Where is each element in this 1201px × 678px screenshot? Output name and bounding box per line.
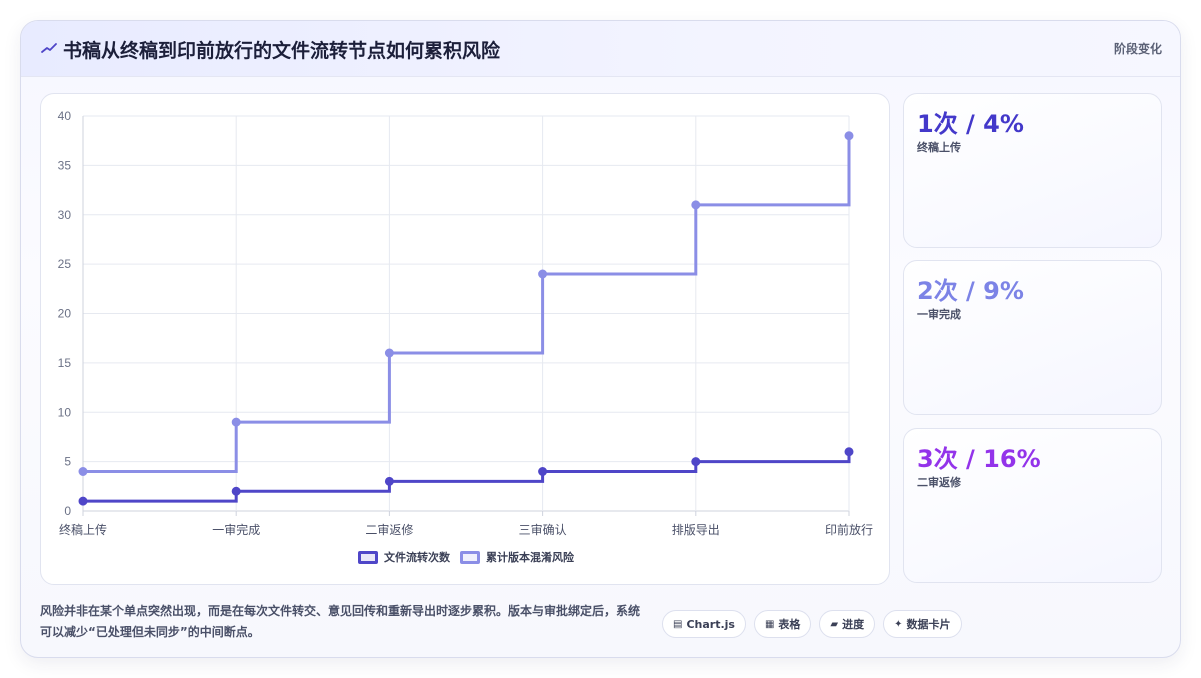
- data-point-risk: [78, 467, 88, 476]
- y-tick-label: 20: [58, 307, 72, 321]
- x-tick-label: 印前放行: [825, 522, 873, 537]
- stat-value: 1次 / 4%: [917, 110, 1024, 138]
- table-icon: ▦: [764, 618, 775, 630]
- y-tick-label: 5: [64, 455, 71, 469]
- y-tick-label: 25: [58, 257, 72, 271]
- data-point-risk: [538, 269, 548, 279]
- x-tick-label: 排版导出: [672, 523, 720, 537]
- stat-card-2: 2次 / 9% 一审完成: [903, 260, 1162, 415]
- data-point-risk: [844, 131, 854, 141]
- stat-card-3: 3次 / 16% 二审返修: [903, 428, 1162, 583]
- page-title: 书稿从终稿到印前放行的文件流转节点如何累积风险: [63, 40, 501, 62]
- stat-label: 一审完成: [917, 308, 961, 321]
- chart-panel: 0 5 10 15 20 25 30 35 40 终稿上传 一审完成 二审返修 三审确认 排版导出 印前放行…: [40, 93, 890, 585]
- legend-swatch-risk: [460, 550, 480, 564]
- trend-icon: [41, 43, 57, 53]
- chip-data-cards[interactable]: ✦ 数据卡片: [883, 610, 962, 638]
- chip-progress[interactable]: ▰ 进度: [819, 610, 876, 638]
- series-line-transfers: [83, 451, 851, 503]
- data-point-transfers: [231, 486, 241, 496]
- chart-icon: ▤: [673, 618, 683, 630]
- legend-label-risk: 累计版本混淆风险: [486, 551, 574, 564]
- step-line-chart: 0 5 10 15 20 25 30 35 40 终稿上传 一审完成 二审返修 三审确认 排版导出 印前放行: [58, 109, 873, 537]
- chip-row: ▤ Chart.js ▦ 表格 ▰ 进度 ✦ 数据卡片: [662, 610, 962, 638]
- legend-item-transfers[interactable]: 文件流转次数: [358, 549, 450, 565]
- footnote-text: 风险并非在某个单点突然出现，而是在每次文件转交、意见回传和重新导出时逐步累积。版…: [40, 604, 641, 639]
- y-tick-label: 40: [58, 109, 72, 123]
- y-tick-label: 35: [58, 158, 72, 172]
- chip-chartjs[interactable]: ▤ Chart.js: [662, 610, 746, 638]
- progress-icon: ▰: [830, 618, 839, 630]
- y-tick-label: 10: [58, 405, 72, 419]
- data-point-transfers: [384, 476, 394, 486]
- stat-label: 终稿上传: [917, 141, 961, 154]
- stat-value: 3次 / 16%: [917, 445, 1041, 473]
- series-line-risk: [83, 135, 851, 473]
- y-tick-label: 0: [64, 504, 71, 518]
- legend-item-risk[interactable]: 累计版本混淆风险: [460, 549, 574, 565]
- stat-card-1: 1次 / 4% 终稿上传: [903, 93, 1162, 248]
- stat-label: 二审返修: [917, 476, 961, 489]
- data-point-transfers: [844, 447, 854, 457]
- chart-legend: 文件流转次数 累计版本混淆风险: [41, 548, 891, 566]
- x-tick-label: 一审完成: [212, 522, 260, 537]
- chip-label: 数据卡片: [906, 618, 951, 631]
- data-point-risk: [384, 348, 394, 358]
- chip-table[interactable]: ▦ 表格: [753, 610, 812, 638]
- y-tick-label: 30: [58, 208, 72, 222]
- x-tick-label: 终稿上传: [59, 522, 107, 537]
- report-card: 书稿从终稿到印前放行的文件流转节点如何累积风险 阶段变化 0 5 10 15 20 25 3…: [20, 20, 1181, 658]
- x-tick-label: 二审返修: [365, 522, 413, 537]
- card-header: 书稿从终稿到印前放行的文件流转节点如何累积风险 阶段变化: [21, 21, 1180, 77]
- chip-label: Chart.js: [686, 617, 735, 631]
- chip-label: 表格: [778, 618, 801, 631]
- y-tick-label: 15: [58, 356, 72, 370]
- stage-change-tag: 阶段变化: [1113, 42, 1162, 56]
- legend-label-transfers: 文件流转次数: [384, 551, 450, 564]
- legend-swatch-transfers: [358, 550, 378, 564]
- x-tick-label: 三审确认: [519, 522, 567, 537]
- chip-label: 进度: [842, 618, 865, 631]
- data-point-transfers: [538, 467, 548, 476]
- data-point-transfers: [78, 496, 88, 506]
- sparkle-icon: ✦: [894, 618, 903, 630]
- stat-value: 2次 / 9%: [917, 277, 1024, 305]
- data-point-risk: [231, 417, 241, 427]
- data-point-risk: [691, 200, 701, 210]
- data-point-transfers: [691, 457, 701, 467]
